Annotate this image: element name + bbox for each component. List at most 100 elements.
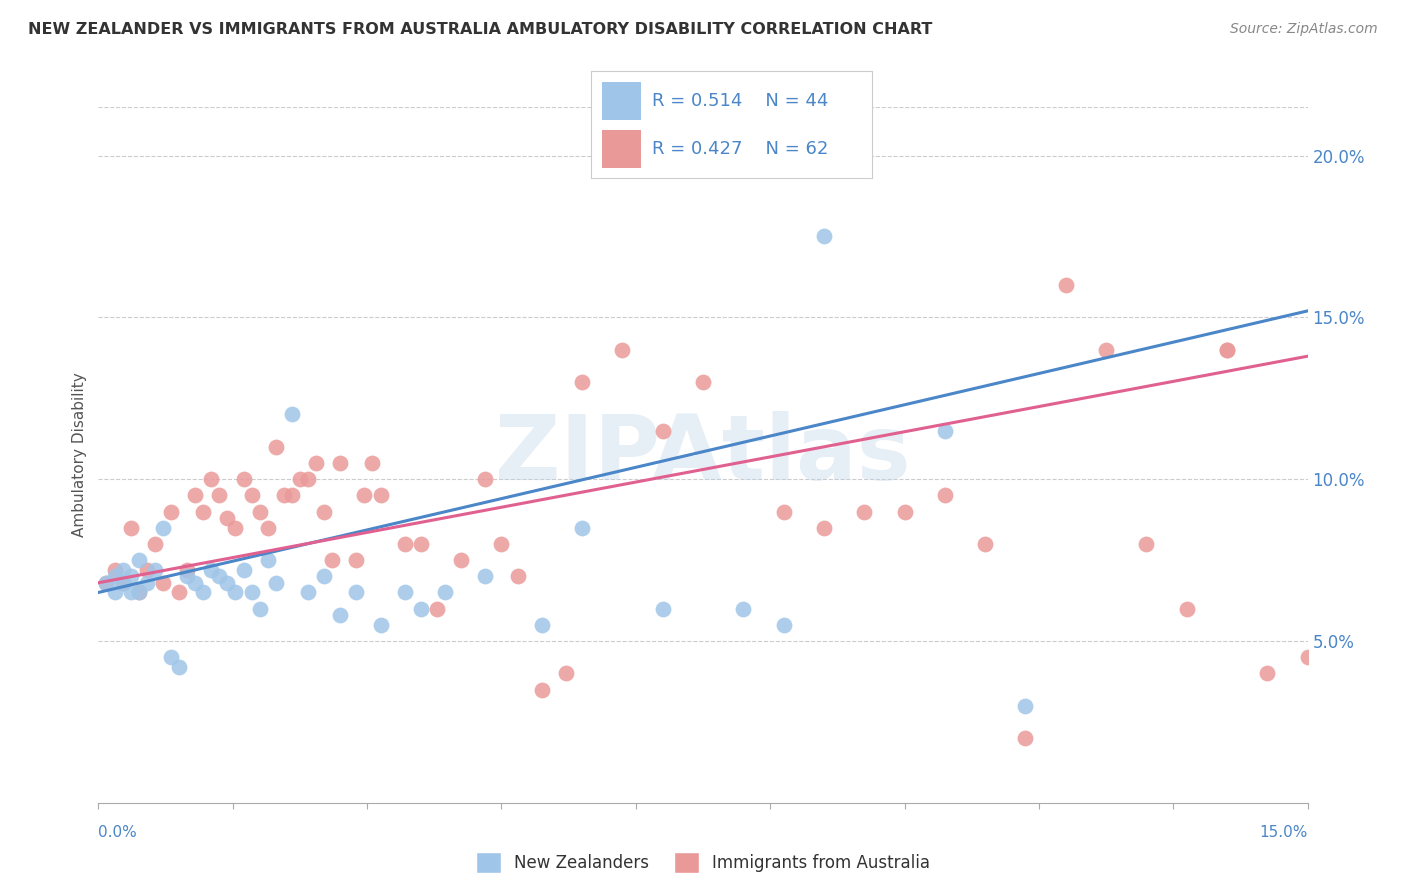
Point <box>232 563 254 577</box>
Point <box>344 585 367 599</box>
Point <box>409 601 432 615</box>
Point <box>120 569 142 583</box>
Point <box>281 488 304 502</box>
Point <box>1135 537 1157 551</box>
Point <box>394 585 416 599</box>
Point <box>96 575 118 590</box>
Point <box>314 504 336 518</box>
Point <box>208 569 231 583</box>
Point <box>103 569 125 583</box>
Point <box>772 617 794 632</box>
Point <box>193 504 215 518</box>
Point <box>1095 343 1118 357</box>
Point <box>426 601 449 615</box>
Point <box>264 440 287 454</box>
Point <box>288 472 311 486</box>
Point <box>217 575 239 590</box>
Point <box>273 488 295 502</box>
Point <box>264 575 287 590</box>
Point <box>256 553 278 567</box>
Point <box>321 553 343 567</box>
Point <box>974 537 997 551</box>
Point <box>314 569 336 583</box>
Text: ZIPAtlas: ZIPAtlas <box>495 411 911 499</box>
Legend: New Zealanders, Immigrants from Australia: New Zealanders, Immigrants from Australi… <box>470 846 936 880</box>
Point <box>506 569 529 583</box>
Point <box>176 563 198 577</box>
Point <box>530 617 553 632</box>
Point <box>167 585 190 599</box>
Bar <box>602 130 641 168</box>
Point <box>224 521 246 535</box>
Point <box>474 569 496 583</box>
Point <box>1054 278 1077 293</box>
Point <box>152 575 174 590</box>
Point <box>143 563 166 577</box>
Point <box>111 575 134 590</box>
Point <box>1014 698 1036 713</box>
Point <box>184 575 207 590</box>
Point <box>135 575 157 590</box>
Point <box>934 488 956 502</box>
Point <box>128 553 150 567</box>
Point <box>344 553 367 567</box>
Point <box>249 601 271 615</box>
Point <box>353 488 375 502</box>
Point <box>772 504 794 518</box>
Point <box>200 563 222 577</box>
Point <box>370 617 392 632</box>
Point <box>208 488 231 502</box>
Point <box>651 601 673 615</box>
Point <box>297 585 319 599</box>
Text: 0.0%: 0.0% <box>98 825 138 840</box>
Point <box>813 521 835 535</box>
Point <box>143 537 166 551</box>
Point <box>612 343 634 357</box>
Point <box>1014 731 1036 745</box>
Y-axis label: Ambulatory Disability: Ambulatory Disability <box>72 373 87 537</box>
Point <box>394 537 416 551</box>
Point <box>176 569 198 583</box>
Point <box>200 472 222 486</box>
Point <box>434 585 457 599</box>
Point <box>934 424 956 438</box>
Point <box>450 553 472 567</box>
Point <box>103 563 125 577</box>
Point <box>329 456 352 470</box>
Point <box>135 563 157 577</box>
Point <box>184 488 207 502</box>
Point <box>111 563 134 577</box>
Point <box>1296 650 1319 665</box>
Point <box>530 682 553 697</box>
Point <box>103 585 125 599</box>
Point <box>474 472 496 486</box>
Point <box>1175 601 1198 615</box>
Point <box>297 472 319 486</box>
Point <box>733 601 755 615</box>
Point <box>1216 343 1239 357</box>
Point <box>167 660 190 674</box>
Point <box>128 585 150 599</box>
Point <box>240 585 263 599</box>
Point <box>305 456 328 470</box>
Point <box>692 375 714 389</box>
Text: Source: ZipAtlas.com: Source: ZipAtlas.com <box>1230 22 1378 37</box>
Point <box>224 585 246 599</box>
Point <box>409 537 432 551</box>
Point <box>853 504 876 518</box>
Point <box>240 488 263 502</box>
Point <box>651 424 673 438</box>
Point <box>281 408 304 422</box>
Point <box>249 504 271 518</box>
Point <box>217 511 239 525</box>
Point <box>813 229 835 244</box>
Point <box>232 472 254 486</box>
Bar <box>602 82 641 120</box>
Text: 15.0%: 15.0% <box>1260 825 1308 840</box>
Text: NEW ZEALANDER VS IMMIGRANTS FROM AUSTRALIA AMBULATORY DISABILITY CORRELATION CHA: NEW ZEALANDER VS IMMIGRANTS FROM AUSTRAL… <box>28 22 932 37</box>
Text: R = 0.514    N = 44: R = 0.514 N = 44 <box>652 93 828 111</box>
Point <box>370 488 392 502</box>
Point <box>96 575 118 590</box>
Text: R = 0.427    N = 62: R = 0.427 N = 62 <box>652 141 828 159</box>
Point <box>160 504 183 518</box>
